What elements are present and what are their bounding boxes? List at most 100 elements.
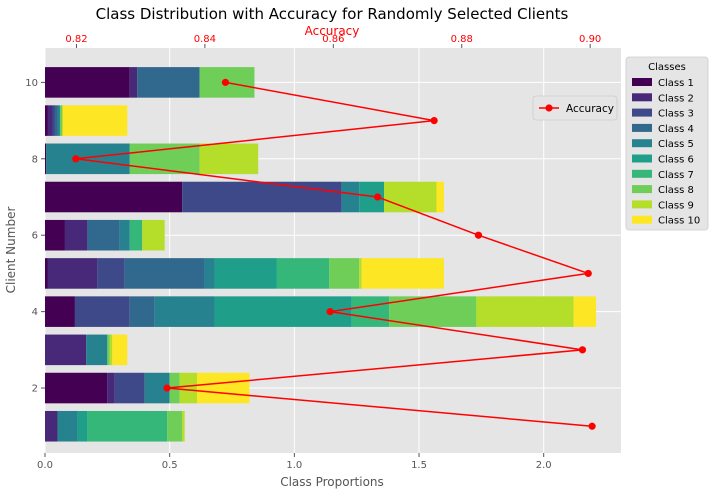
bar-segment-client-4-class-7 xyxy=(351,296,390,327)
bar-segment-client-4-class-1 xyxy=(45,296,75,327)
bar-segment-client-9-class-5 xyxy=(57,105,60,136)
accuracy-point-client-7 xyxy=(374,193,382,201)
classes-legend: Classes Class 1 Class 2 Class 3 Class 4 Class… xyxy=(625,56,709,231)
legend-swatch-class-1 xyxy=(632,78,652,86)
bar-segment-client-4-class-10 xyxy=(573,296,597,327)
legend-label-class-9: Class 9 xyxy=(658,200,694,211)
accuracy-point-client-10 xyxy=(221,78,230,86)
y-tick-label: 2 xyxy=(32,384,38,395)
legend-label-class-10: Class 10 xyxy=(658,216,700,227)
bar-segment-client-6-class-7 xyxy=(129,219,143,251)
legend-label-class-5: Class 5 xyxy=(658,139,694,150)
y-tick-label: 4 xyxy=(32,307,38,318)
bar-segment-client-9-class-10 xyxy=(62,105,128,136)
bar-segment-client-6-class-9 xyxy=(142,219,165,251)
accuracy-legend-marker xyxy=(545,104,553,112)
legend-label-class-3: Class 3 xyxy=(658,109,694,120)
bar-segment-client-5-class-8 xyxy=(329,258,360,289)
x-tick-label: 1.5 xyxy=(411,460,427,471)
legend-swatch-class-7 xyxy=(632,169,652,178)
accuracy-tick-label: 0.86 xyxy=(322,34,344,45)
legend-swatch-class-9 xyxy=(632,200,652,209)
accuracy-tick-label: 0.88 xyxy=(451,34,473,45)
bar-segment-client-1-class-7 xyxy=(87,410,168,442)
x-tick-label: 0.0 xyxy=(37,460,53,471)
bar-segment-client-4-class-4 xyxy=(129,296,155,327)
bar-segment-client-5-class-3 xyxy=(97,258,125,289)
legend-label-class-6: Class 6 xyxy=(658,155,694,166)
x-axis-label: Class Proportions xyxy=(280,475,384,489)
bar-segment-client-1-class-8 xyxy=(167,410,183,442)
bar-segment-client-2-class-3 xyxy=(114,372,145,404)
bar-segment-client-9-class-3 xyxy=(52,105,55,136)
bar-segment-client-9-class-4 xyxy=(54,105,58,136)
bar-segment-client-5-class-2 xyxy=(47,258,98,289)
bar-segment-client-7-class-10 xyxy=(436,181,444,213)
bar-segment-client-5-class-4 xyxy=(124,258,205,289)
accuracy-line xyxy=(75,81,593,428)
y-tick-label: 8 xyxy=(32,154,38,165)
y-tick-label: 6 xyxy=(32,231,38,242)
legend-swatch-class-6 xyxy=(632,154,652,163)
bar-segment-client-1-class-9 xyxy=(182,410,185,442)
accuracy-point-client-6 xyxy=(474,231,483,239)
accuracy-line-group xyxy=(72,78,596,430)
bar-segment-client-1-class-6 xyxy=(77,410,88,442)
bar-segment-client-3-class-9 xyxy=(109,334,113,366)
bar-segment-client-7-class-5 xyxy=(341,181,360,213)
bar-segment-client-3-class-5 xyxy=(86,334,108,366)
bar-segment-client-4-class-9 xyxy=(476,296,574,327)
bar-segment-client-10-class-4 xyxy=(137,67,200,98)
bar-segment-client-9-class-8 xyxy=(59,105,63,136)
accuracy-point-client-9 xyxy=(430,116,438,125)
bar-segment-client-4-class-5 xyxy=(154,296,215,327)
bar-segment-client-6-class-5 xyxy=(119,219,130,251)
bar-segment-client-3-class-8 xyxy=(107,334,110,366)
legend-label-class-2: Class 2 xyxy=(658,93,694,104)
legend-swatch-class-8 xyxy=(632,185,652,194)
accuracy-tick-label: 0.90 xyxy=(579,34,601,45)
accuracy-axis-label: Accuracy xyxy=(305,24,360,38)
bars-group xyxy=(45,67,597,442)
bar-segment-client-5-class-5 xyxy=(204,258,215,289)
bar-segment-client-8-class-9 xyxy=(199,143,259,175)
x-tick-label: 1.0 xyxy=(286,460,302,471)
bar-segment-client-8-class-5 xyxy=(46,143,130,175)
accuracy-tick-label: 0.84 xyxy=(194,34,216,45)
accuracy-point-client-8 xyxy=(72,155,80,163)
bar-segment-client-2-class-9 xyxy=(179,372,198,404)
bar-segment-client-2-class-1 xyxy=(45,372,108,404)
x-tick-label: 0.5 xyxy=(162,460,178,471)
accuracy-point-client-3 xyxy=(578,346,587,354)
bar-segment-client-5-class-1 xyxy=(45,258,48,289)
legend-swatch-class-4 xyxy=(632,123,652,132)
legend-swatch-class-2 xyxy=(632,93,652,102)
bar-segment-client-1-class-5 xyxy=(57,410,78,442)
bar-segment-client-9-class-2 xyxy=(47,105,53,136)
accuracy-legend: Accuracy xyxy=(532,95,618,121)
bar-segment-client-5-class-9 xyxy=(359,258,362,289)
accuracy-legend-label: Accuracy xyxy=(566,103,614,115)
bar-segment-client-5-class-7 xyxy=(276,258,330,289)
bar-segment-client-3-class-10 xyxy=(112,334,128,366)
accuracy-tick-label: 0.82 xyxy=(65,34,87,45)
bar-segment-client-6-class-1 xyxy=(45,219,65,251)
classes-legend-title: Classes xyxy=(648,62,686,73)
bar-segment-client-9-class-1 xyxy=(45,105,48,136)
accuracy-point-client-5 xyxy=(584,269,592,278)
bar-segment-client-6-class-4 xyxy=(87,219,120,251)
legend-label-class-1: Class 1 xyxy=(658,78,694,89)
accuracy-point-client-4 xyxy=(326,308,334,316)
legend-swatch-class-10 xyxy=(632,215,652,224)
bar-segment-client-6-class-2 xyxy=(64,219,88,251)
legend-label-class-8: Class 8 xyxy=(658,185,694,196)
bar-segment-client-1-class-2 xyxy=(45,410,58,442)
axes-group: 0.0 0.5 1.0 1.5 2.0 2 4 6 8 10 0.82 0.84 0.86 0.88 0.9… xyxy=(25,34,601,471)
bar-segment-client-4-class-3 xyxy=(74,296,130,327)
bar-segment-client-2-class-10 xyxy=(197,372,250,404)
legend-label-class-7: Class 7 xyxy=(658,170,694,181)
legend-swatch-class-3 xyxy=(632,108,652,117)
x-tick-label: 2.0 xyxy=(536,460,552,471)
bar-segment-client-7-class-9 xyxy=(384,181,437,213)
